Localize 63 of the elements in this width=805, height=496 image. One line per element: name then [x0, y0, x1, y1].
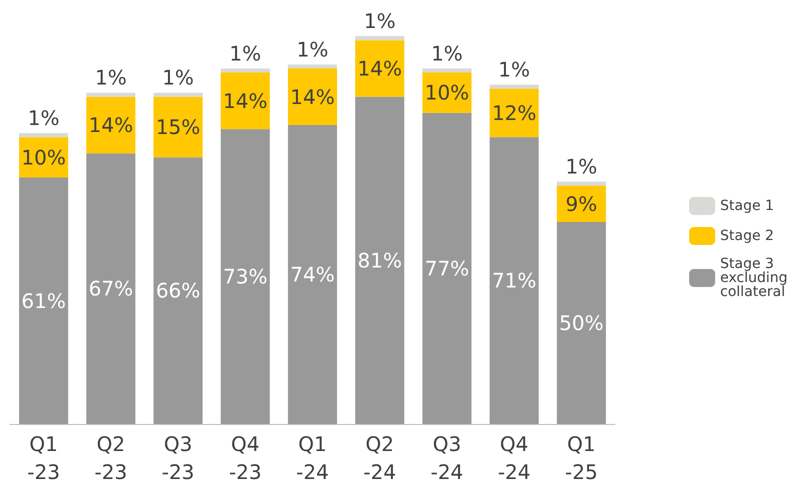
bar [422, 68, 472, 73]
bar [355, 40, 404, 97]
data-label: 14% [290, 84, 335, 109]
bar [154, 96, 203, 158]
data-label: 9% [566, 192, 598, 216]
legend-label: Stage 1 [720, 198, 774, 214]
bar [288, 64, 338, 68]
bar [490, 84, 539, 89]
bar [19, 178, 68, 424]
bar [220, 72, 270, 130]
bar [220, 129, 270, 424]
bar [288, 68, 338, 126]
bar [86, 153, 136, 424]
data-label: 74% [290, 262, 335, 287]
data-label: 1% [296, 37, 328, 62]
data-label: 10% [21, 145, 66, 170]
x-tick-label: Q4 -23 [228, 432, 262, 484]
bar [355, 36, 404, 40]
data-label: 15% [156, 115, 200, 140]
x-tick-label: Q1 -24 [296, 432, 329, 484]
bar [19, 133, 68, 138]
data-label: 1% [162, 66, 194, 90]
data-label: 61% [21, 288, 66, 313]
data-label: 1% [431, 41, 463, 66]
bar [86, 92, 136, 97]
data-label: 73% [223, 264, 268, 289]
x-tick-label: Q3 -23 [162, 432, 194, 484]
data-label: 1% [364, 9, 396, 34]
data-label: 12% [492, 100, 536, 125]
bar [288, 125, 338, 424]
data-label: 81% [357, 248, 402, 272]
data-label: 14% [223, 88, 268, 113]
data-label: 1% [94, 66, 127, 90]
x-tick-label: Q2 -24 [363, 432, 396, 484]
data-label: 50% [559, 311, 604, 335]
bar [154, 92, 203, 97]
bar [220, 68, 270, 73]
data-label: 10% [424, 80, 470, 105]
bar [86, 96, 136, 154]
data-label: 1% [229, 41, 262, 66]
x-tick-label: Q1 -23 [27, 432, 60, 484]
legend-label: Stage 2 [720, 228, 774, 244]
data-label: 14% [88, 113, 134, 138]
data-label: 1% [28, 106, 60, 130]
bar [154, 157, 203, 424]
bar [422, 112, 472, 424]
data-label: 1% [498, 58, 530, 82]
x-tick-label: Q4 -24 [498, 432, 531, 484]
bar [556, 182, 606, 186]
data-label: 67% [88, 276, 134, 301]
bar [355, 96, 404, 424]
data-label: 1% [566, 154, 598, 179]
data-label: 71% [492, 268, 536, 293]
legend-label: Stage 3 excluding collateral [720, 256, 792, 300]
data-label: 14% [357, 56, 402, 80]
data-label: 77% [424, 256, 470, 280]
bar [556, 222, 606, 424]
x-tick-label: Q2 -23 [94, 432, 128, 484]
bar [490, 88, 539, 138]
x-tick-label: Q1 -25 [565, 432, 598, 484]
bar [490, 137, 539, 424]
data-label: 66% [156, 278, 200, 303]
x-tick-label: Q3 -24 [430, 432, 464, 484]
